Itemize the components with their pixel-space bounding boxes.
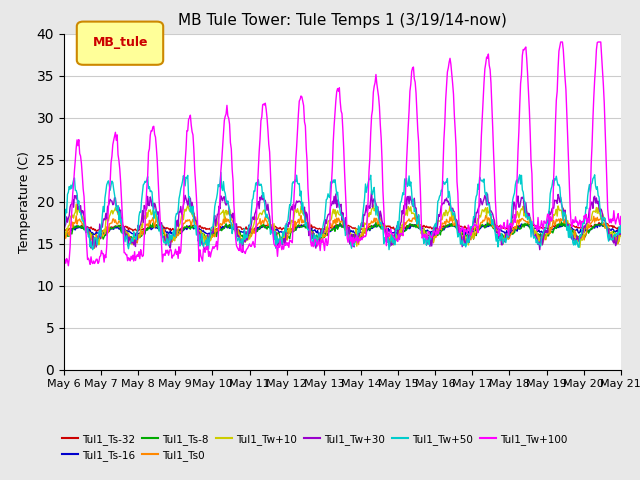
Tul1_Ts-8: [468, 233, 476, 239]
Line: Tul1_Tw+100: Tul1_Tw+100: [64, 42, 621, 266]
Tul1_Ts0: [113, 221, 121, 227]
Tul1_Tw+50: [77, 210, 84, 216]
Tul1_Tw+50: [217, 169, 225, 175]
Line: Tul1_Tw+30: Tul1_Tw+30: [64, 191, 621, 252]
Tul1_Tw+100: [65, 263, 72, 269]
Tul1_Ts-32: [113, 224, 121, 229]
Tul1_Tw+10: [114, 212, 122, 217]
Tul1_Ts-16: [131, 233, 138, 239]
Tul1_Tw+10: [60, 235, 68, 241]
Tul1_Tw+30: [469, 224, 477, 229]
Tul1_Tw+50: [385, 247, 393, 252]
Tul1_Ts-32: [99, 228, 106, 234]
Tul1_Ts-8: [484, 219, 492, 225]
Tul1_Ts0: [387, 235, 395, 240]
Legend: Tul1_Ts-32, Tul1_Ts-16, Tul1_Ts-8, Tul1_Ts0, Tul1_Tw+10, Tul1_Tw+30, Tul1_Tw+50,: Tul1_Ts-32, Tul1_Ts-16, Tul1_Ts-8, Tul1_…: [58, 430, 572, 465]
Tul1_Tw+100: [77, 161, 85, 167]
Tul1_Ts-16: [60, 231, 68, 237]
Text: MB_tule: MB_tule: [93, 36, 148, 49]
Line: Tul1_Ts-8: Tul1_Ts-8: [64, 222, 621, 240]
Tul1_Tw+30: [77, 203, 84, 208]
Tul1_Ts0: [60, 240, 68, 245]
Title: MB Tule Tower: Tule Temps 1 (3/19/14-now): MB Tule Tower: Tule Temps 1 (3/19/14-now…: [178, 13, 507, 28]
Line: Tul1_Ts-32: Tul1_Ts-32: [64, 223, 621, 231]
Tul1_Tw+30: [368, 188, 376, 194]
Tul1_Tw+10: [77, 212, 85, 218]
Tul1_Tw+100: [387, 226, 395, 232]
Tul1_Ts-32: [468, 226, 476, 232]
Tul1_Ts0: [482, 213, 490, 218]
Tul1_Ts-32: [617, 226, 625, 232]
Tul1_Tw+100: [60, 262, 68, 267]
Tul1_Ts-8: [113, 224, 120, 229]
Tul1_Ts-8: [77, 224, 84, 229]
Tul1_Tw+30: [617, 227, 625, 232]
Tul1_Tw+50: [113, 207, 120, 213]
Line: Tul1_Tw+10: Tul1_Tw+10: [64, 204, 621, 248]
Tul1_Ts-32: [77, 225, 84, 230]
Tul1_Ts-32: [60, 228, 68, 233]
Tul1_Tw+30: [239, 250, 246, 255]
Tul1_Tw+30: [388, 242, 396, 248]
Tul1_Tw+30: [228, 215, 236, 221]
Tul1_Ts-16: [229, 225, 237, 230]
Tul1_Ts-16: [113, 225, 120, 231]
Tul1_Ts-16: [617, 229, 625, 235]
Tul1_Ts-16: [77, 225, 84, 230]
Tul1_Ts-32: [387, 226, 395, 231]
Tul1_Ts-8: [387, 233, 395, 239]
Tul1_Ts-8: [220, 226, 227, 232]
Tul1_Ts-16: [387, 228, 395, 234]
Tul1_Tw+50: [617, 217, 625, 223]
Tul1_Ts0: [468, 232, 476, 238]
Tul1_Ts0: [77, 219, 84, 225]
Tul1_Tw+30: [220, 194, 227, 200]
Tul1_Ts-8: [228, 225, 236, 230]
Tul1_Tw+50: [229, 225, 237, 231]
Tul1_Ts-16: [221, 226, 228, 231]
Tul1_Tw+100: [617, 214, 625, 219]
Line: Tul1_Tw+50: Tul1_Tw+50: [64, 172, 621, 250]
Tul1_Tw+30: [60, 227, 68, 233]
Tul1_Tw+50: [60, 227, 68, 232]
Tul1_Ts0: [92, 242, 99, 248]
Tul1_Ts-32: [221, 224, 228, 230]
Tul1_Ts0: [229, 221, 237, 227]
Tul1_Tw+10: [388, 239, 396, 245]
Tul1_Tw+10: [72, 201, 80, 207]
Tul1_Ts-8: [617, 233, 625, 239]
Tul1_Tw+50: [221, 188, 228, 194]
Tul1_Tw+100: [221, 118, 228, 123]
Tul1_Ts-16: [468, 230, 476, 236]
Tul1_Tw+50: [388, 230, 396, 236]
Tul1_Tw+50: [469, 223, 477, 228]
Y-axis label: Temperature (C): Temperature (C): [18, 151, 31, 252]
Line: Tul1_Ts-16: Tul1_Ts-16: [64, 224, 621, 236]
Tul1_Ts-8: [279, 237, 287, 243]
Tul1_Ts-16: [597, 221, 605, 227]
Line: Tul1_Ts0: Tul1_Ts0: [64, 216, 621, 245]
Tul1_Tw+10: [91, 245, 99, 251]
Tul1_Tw+30: [113, 203, 120, 209]
Tul1_Tw+10: [617, 228, 625, 234]
Tul1_Ts-32: [595, 220, 603, 226]
Tul1_Tw+10: [469, 230, 477, 236]
Tul1_Tw+100: [113, 132, 121, 138]
Tul1_Tw+10: [230, 223, 237, 228]
Tul1_Tw+100: [557, 39, 564, 45]
Tul1_Tw+10: [221, 209, 229, 215]
Tul1_Ts-8: [60, 235, 68, 240]
Tul1_Tw+100: [468, 229, 476, 235]
Tul1_Ts-32: [229, 223, 237, 228]
Tul1_Ts0: [221, 220, 228, 226]
Tul1_Tw+100: [229, 178, 237, 183]
Tul1_Ts0: [617, 231, 625, 237]
